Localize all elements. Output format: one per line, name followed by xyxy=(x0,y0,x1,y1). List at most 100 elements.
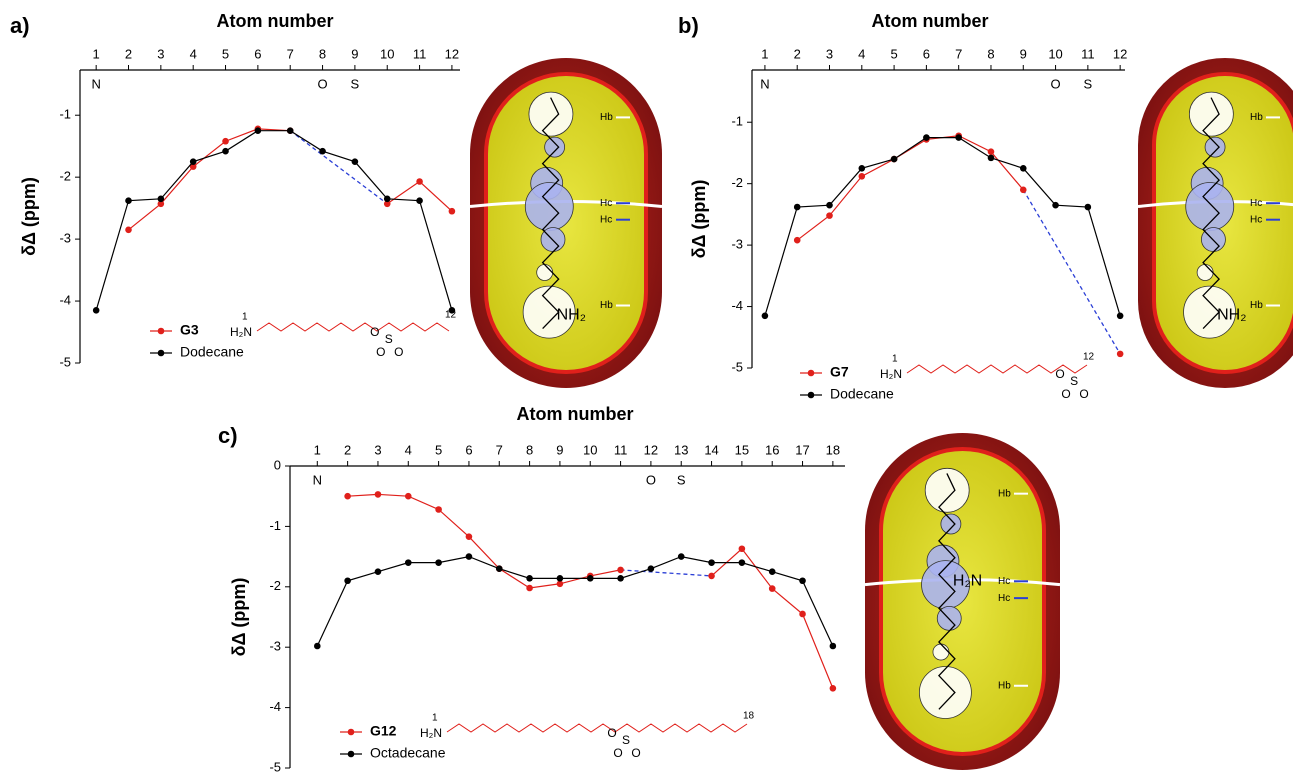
data-point xyxy=(587,575,594,582)
proton-label: Hb xyxy=(1250,112,1263,123)
data-point xyxy=(435,559,442,566)
data-point xyxy=(314,643,321,650)
legend-marker xyxy=(808,392,815,399)
x-tick-label: 16 xyxy=(765,442,779,457)
x-tick-label: 12 xyxy=(1113,46,1127,61)
nmr-circle xyxy=(545,137,565,157)
molecule-label: H₂N xyxy=(880,367,902,381)
data-point xyxy=(222,138,229,145)
x-axis-title: Atom number xyxy=(217,11,334,31)
panel-label: a) xyxy=(10,13,30,38)
molecule-label: O xyxy=(1061,387,1070,401)
gap-connector xyxy=(621,570,712,576)
proton-label: Hb xyxy=(998,488,1011,499)
legend-marker xyxy=(158,328,165,335)
data-point xyxy=(891,156,898,163)
proton-label: Hc xyxy=(1250,214,1262,225)
molecule-label: 18 xyxy=(743,711,755,722)
molecule-label: O xyxy=(394,345,403,359)
data-point xyxy=(708,559,715,566)
data-point xyxy=(1117,351,1124,358)
atom-annotation: S xyxy=(1084,76,1093,91)
data-point xyxy=(617,575,624,582)
data-point xyxy=(125,197,132,204)
molecule-label: O xyxy=(631,746,640,760)
x-tick-label: 1 xyxy=(93,46,100,61)
x-tick-label: 6 xyxy=(254,46,261,61)
x-tick-label: 15 xyxy=(735,442,749,457)
data-point xyxy=(923,134,930,141)
x-tick-label: 9 xyxy=(556,442,563,457)
data-point xyxy=(375,491,382,498)
legend-marker xyxy=(348,729,355,736)
panel-label: c) xyxy=(218,423,238,448)
data-point xyxy=(435,506,442,513)
x-tick-label: 12 xyxy=(445,46,459,61)
data-point xyxy=(526,585,533,592)
x-tick-label: 13 xyxy=(674,442,688,457)
data-point xyxy=(405,559,412,566)
data-point xyxy=(384,196,391,203)
data-point xyxy=(739,545,746,552)
data-point xyxy=(1117,312,1124,319)
data-point xyxy=(158,196,165,203)
data-point xyxy=(988,148,995,155)
x-tick-label: 5 xyxy=(890,46,897,61)
series-line xyxy=(317,557,833,646)
legend-label: G12 xyxy=(370,723,397,739)
capsule-diagram: HbHcHcHbNH₂ xyxy=(470,58,662,388)
capsule-diagram: HbHcHcHbH₂N xyxy=(865,433,1060,770)
molecule-label: O xyxy=(1079,387,1088,401)
legend-label: Dodecane xyxy=(180,344,244,360)
series-line xyxy=(797,136,1120,354)
y-tick-label: -5 xyxy=(269,759,281,773)
x-tick-label: 5 xyxy=(435,442,442,457)
data-point xyxy=(449,208,456,215)
atom-annotation: N xyxy=(760,76,769,91)
x-tick-label: 4 xyxy=(405,442,412,457)
x-tick-label: 6 xyxy=(923,46,930,61)
y-axis-title: δΔ (ppm) xyxy=(229,578,249,657)
x-tick-label: 7 xyxy=(287,46,294,61)
x-axis-title: Atom number xyxy=(872,11,989,31)
molecule-label: 1 xyxy=(242,312,248,323)
proton-label: Hb xyxy=(998,680,1011,691)
nmr-circle xyxy=(933,644,949,660)
molecule-label: H₂N xyxy=(230,325,252,339)
legend-marker xyxy=(158,350,165,357)
x-tick-label: 7 xyxy=(496,442,503,457)
x-tick-label: 2 xyxy=(344,442,351,457)
data-point xyxy=(826,202,833,209)
y-tick-label: -2 xyxy=(269,578,281,593)
x-tick-label: 9 xyxy=(1020,46,1027,61)
data-point xyxy=(769,568,776,575)
gap-connector xyxy=(290,131,387,204)
legend-marker xyxy=(348,751,355,758)
atom-annotation: O xyxy=(1051,76,1061,91)
legend-label: G3 xyxy=(180,322,199,338)
data-point xyxy=(287,127,294,134)
molecule-chain xyxy=(257,323,449,331)
data-point xyxy=(988,155,995,162)
molecule-label: O xyxy=(613,746,622,760)
data-point xyxy=(859,173,866,180)
y-tick-label: 0 xyxy=(274,457,281,472)
x-tick-label: 12 xyxy=(644,442,658,457)
atom-annotation: O xyxy=(317,76,327,91)
y-tick-label: -5 xyxy=(731,359,743,374)
data-point xyxy=(617,567,624,574)
panel-label: b) xyxy=(678,13,699,38)
molecule-chain xyxy=(447,724,747,732)
data-point xyxy=(344,577,351,584)
y-tick-label: -1 xyxy=(269,518,281,533)
data-point xyxy=(319,148,326,155)
y-tick-label: -1 xyxy=(59,107,71,122)
data-point xyxy=(762,312,769,319)
data-point xyxy=(648,565,655,572)
y-tick-label: -4 xyxy=(731,298,743,313)
series-line xyxy=(765,138,1120,316)
gap-connector xyxy=(1023,190,1120,354)
nmr-circle xyxy=(537,265,553,281)
x-tick-label: 4 xyxy=(858,46,865,61)
nmr-circle xyxy=(1205,137,1225,157)
